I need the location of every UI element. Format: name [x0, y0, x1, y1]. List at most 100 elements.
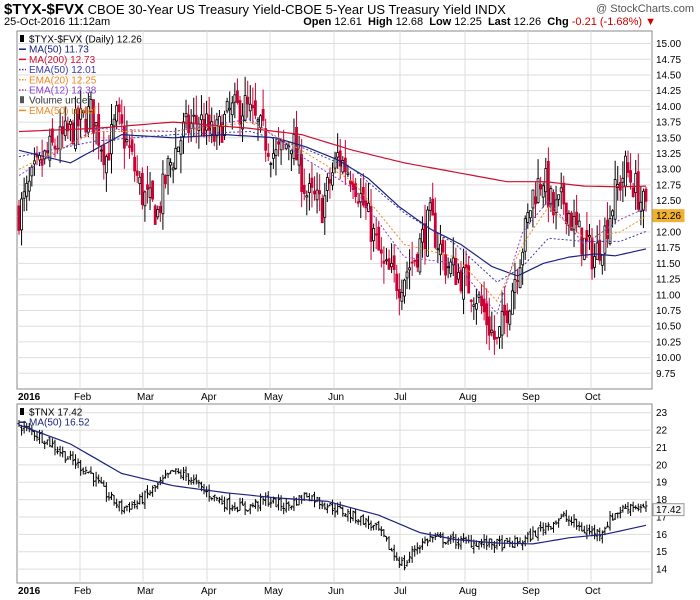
open-label: Open	[303, 16, 332, 28]
candle-body	[457, 272, 460, 280]
x-tick-label: 2016	[18, 586, 41, 597]
ema12-line	[18, 118, 647, 315]
candle-body	[585, 229, 589, 242]
candle-body	[521, 251, 525, 266]
candle-body	[176, 146, 180, 152]
candle-body	[266, 152, 270, 157]
candle-body	[215, 119, 219, 137]
y-tick-label: 20	[656, 460, 668, 471]
candle-body	[492, 330, 496, 340]
candle-body	[410, 261, 414, 264]
candle-body	[94, 122, 98, 127]
candle-body	[636, 171, 640, 210]
legend-swatch	[20, 96, 24, 104]
candle-body	[148, 187, 152, 199]
ma200-line	[18, 121, 647, 188]
y-tick-label: 15.00	[656, 39, 681, 50]
candle-body	[498, 326, 501, 338]
candle-body	[397, 288, 401, 299]
candle-body	[115, 105, 119, 122]
candle-body	[289, 150, 293, 155]
y-tick-label: 14	[656, 565, 668, 576]
candle-body	[390, 263, 394, 268]
legend-entry: $TNX 17.42	[29, 408, 83, 419]
y-tick-label: 19	[656, 478, 668, 489]
y-tick-label: 14.75	[656, 55, 681, 66]
candle-body	[395, 273, 399, 291]
candle-body	[567, 213, 571, 226]
candle-body	[480, 296, 483, 307]
candle-body	[146, 184, 149, 190]
candle-body	[313, 190, 316, 195]
x-tick-label: Oct	[585, 586, 601, 597]
candle-body	[392, 255, 396, 271]
candle-body	[254, 100, 257, 116]
chg-label: Chg	[547, 16, 569, 28]
x-tick-label: Aug	[459, 392, 477, 403]
open-value: 12.61	[334, 16, 362, 28]
candle-body	[482, 298, 486, 313]
candle-body	[644, 188, 648, 202]
candle-body	[577, 220, 581, 228]
x-tick-label: Jun	[328, 586, 344, 597]
candle-body	[374, 233, 378, 236]
candle-body	[621, 177, 625, 183]
y-tick-label: 23	[656, 408, 668, 419]
x-tick-label: May	[264, 586, 283, 597]
last-value-box	[652, 209, 685, 223]
tnx-panel: 14 15 16 17 18 19 20 21 22 23 2016 Feb Mar Apr May Jun J…	[16, 403, 685, 597]
candle-body	[169, 162, 173, 166]
candle-body	[25, 182, 29, 197]
candle-body	[205, 113, 208, 131]
last-value-label: 17.42	[656, 505, 681, 516]
legend-swatch	[20, 35, 24, 42]
candle-body	[544, 168, 548, 193]
candle-body	[611, 210, 614, 217]
candle-body	[559, 187, 563, 193]
candle-body	[233, 94, 237, 103]
candle-body	[76, 107, 80, 127]
candle-body	[230, 102, 234, 116]
candle-body	[505, 310, 509, 324]
candle-body	[523, 218, 527, 252]
candle-body	[112, 118, 116, 127]
y-tick-label: 15	[656, 547, 668, 558]
x-tick-label: Mar	[137, 586, 155, 597]
candle-body	[528, 210, 532, 219]
candle-body	[207, 114, 211, 131]
price-panel: 9.75 10.00 10.25 10.50 10.75 11.00 11.25 11.50 1…	[16, 30, 685, 403]
x-tick-label: Jul	[394, 586, 407, 597]
candle-body	[40, 158, 44, 166]
ema50-line	[18, 130, 647, 283]
candle-body	[356, 201, 360, 204]
y-tick-label: 10.25	[656, 337, 681, 348]
down-arrow-icon: ▼	[645, 16, 656, 28]
candle-body	[634, 173, 638, 194]
candle-body	[531, 189, 535, 209]
candle-body	[228, 107, 232, 111]
candle-body	[315, 189, 319, 201]
candle-body	[300, 154, 304, 192]
candle-body	[238, 100, 242, 125]
candle-body	[439, 243, 442, 256]
x-tick-label: Apr	[201, 392, 217, 403]
y-tick-label: 18	[656, 495, 668, 506]
chg-value: -0.21 (-1.68%)	[571, 16, 643, 28]
legend-entry: $TYX-$FVX (Daily) 12.26	[29, 35, 142, 46]
candle-body	[403, 279, 406, 297]
candle-body	[86, 106, 90, 133]
candle-body	[642, 190, 645, 211]
y-tick-label: 14.50	[656, 70, 681, 81]
candle-body	[557, 194, 561, 200]
x-tick-label: Aug	[459, 586, 477, 597]
y-tick-label: 13.25	[656, 149, 681, 160]
candle-body	[595, 242, 599, 260]
candle-body	[600, 254, 604, 266]
x-tick-label: Feb	[74, 392, 92, 403]
candle-body	[323, 195, 327, 218]
candle-body	[588, 235, 591, 238]
candle-body	[192, 114, 196, 117]
candle-body	[518, 267, 522, 288]
